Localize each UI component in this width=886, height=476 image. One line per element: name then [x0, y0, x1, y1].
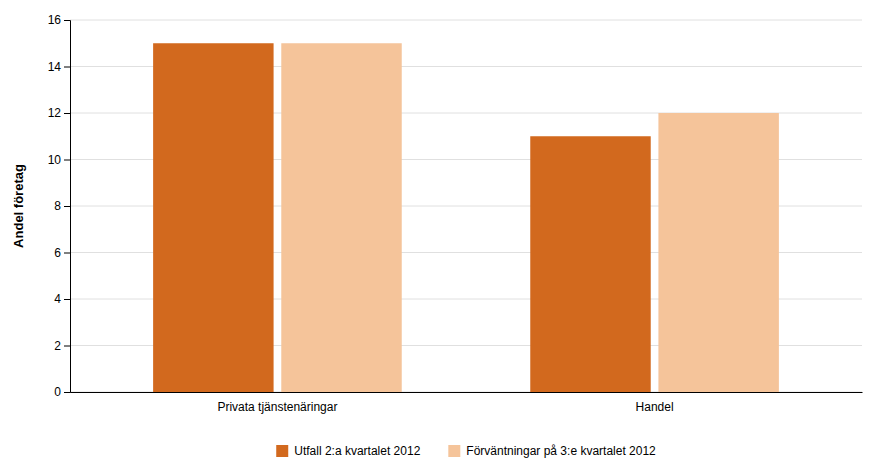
tick: 16: [48, 13, 70, 27]
tick-label: 14: [48, 60, 62, 74]
tick-label: Privata tjänstenäringar: [217, 400, 337, 414]
legend-swatch: [448, 445, 460, 457]
tick-label: 10: [48, 153, 62, 167]
grid-line: [70, 20, 862, 21]
tick: 12: [48, 106, 70, 120]
tick-mark: [64, 253, 70, 254]
tick: 14: [48, 60, 70, 74]
grid: [70, 20, 862, 392]
tick: 8: [54, 199, 70, 213]
bars: [153, 43, 779, 392]
tick-mark: [64, 206, 70, 207]
tick-mark: [64, 20, 70, 21]
tick-mark: [64, 346, 70, 347]
legend-item: Utfall 2:a kvartalet 2012: [276, 444, 420, 458]
axis-title: Andel företag: [11, 164, 26, 248]
x-axis: Privata tjänstenäringar Handel: [71, 393, 863, 414]
tick-label: 12: [48, 106, 62, 120]
tick-mark: [64, 67, 70, 68]
tick-mark: [64, 160, 70, 161]
tick-mark: [64, 299, 70, 300]
bar: [153, 43, 273, 392]
axis-line: [64, 21, 71, 393]
bar: [530, 136, 650, 392]
tick: Handel: [636, 400, 674, 414]
tick-label: Handel: [636, 400, 674, 414]
tick: 10: [48, 153, 70, 167]
legend-swatch: [276, 445, 288, 457]
tick-mark: [64, 113, 70, 114]
tick: 2: [54, 339, 70, 353]
chart: 0 2 4 6 8 10 12 14 16 Privata tjänstenäringar Hand…: [0, 0, 886, 476]
legend: Utfall 2:a kvartalet 2012 Förväntningar p…: [276, 444, 656, 458]
plot: 0 2 4 6 8 10 12 14 16 Privata tjänstenäringar Hand…: [48, 13, 863, 413]
legend-label: Utfall 2:a kvartalet 2012: [294, 444, 420, 458]
tick-label: 0: [54, 385, 61, 399]
tick: 0: [54, 385, 70, 399]
tick-label: 6: [54, 246, 61, 260]
tick-label: 2: [54, 339, 61, 353]
legend-item: Förväntningar på 3:e kvartalet 2012: [448, 444, 656, 458]
tick-label: 4: [54, 292, 61, 306]
tick-mark: [64, 392, 70, 393]
tick: 6: [54, 246, 70, 260]
tick-label: 16: [48, 13, 62, 27]
axis-line: [71, 392, 863, 393]
legend-label: Förväntningar på 3:e kvartalet 2012: [466, 444, 656, 458]
tick: 4: [54, 292, 70, 306]
tick-label: 8: [54, 199, 61, 213]
bar: [658, 113, 778, 392]
bar: [281, 43, 401, 392]
y-axis: 0 2 4 6 8 10 12 14 16: [48, 13, 71, 399]
tick: Privata tjänstenäringar: [217, 400, 337, 414]
